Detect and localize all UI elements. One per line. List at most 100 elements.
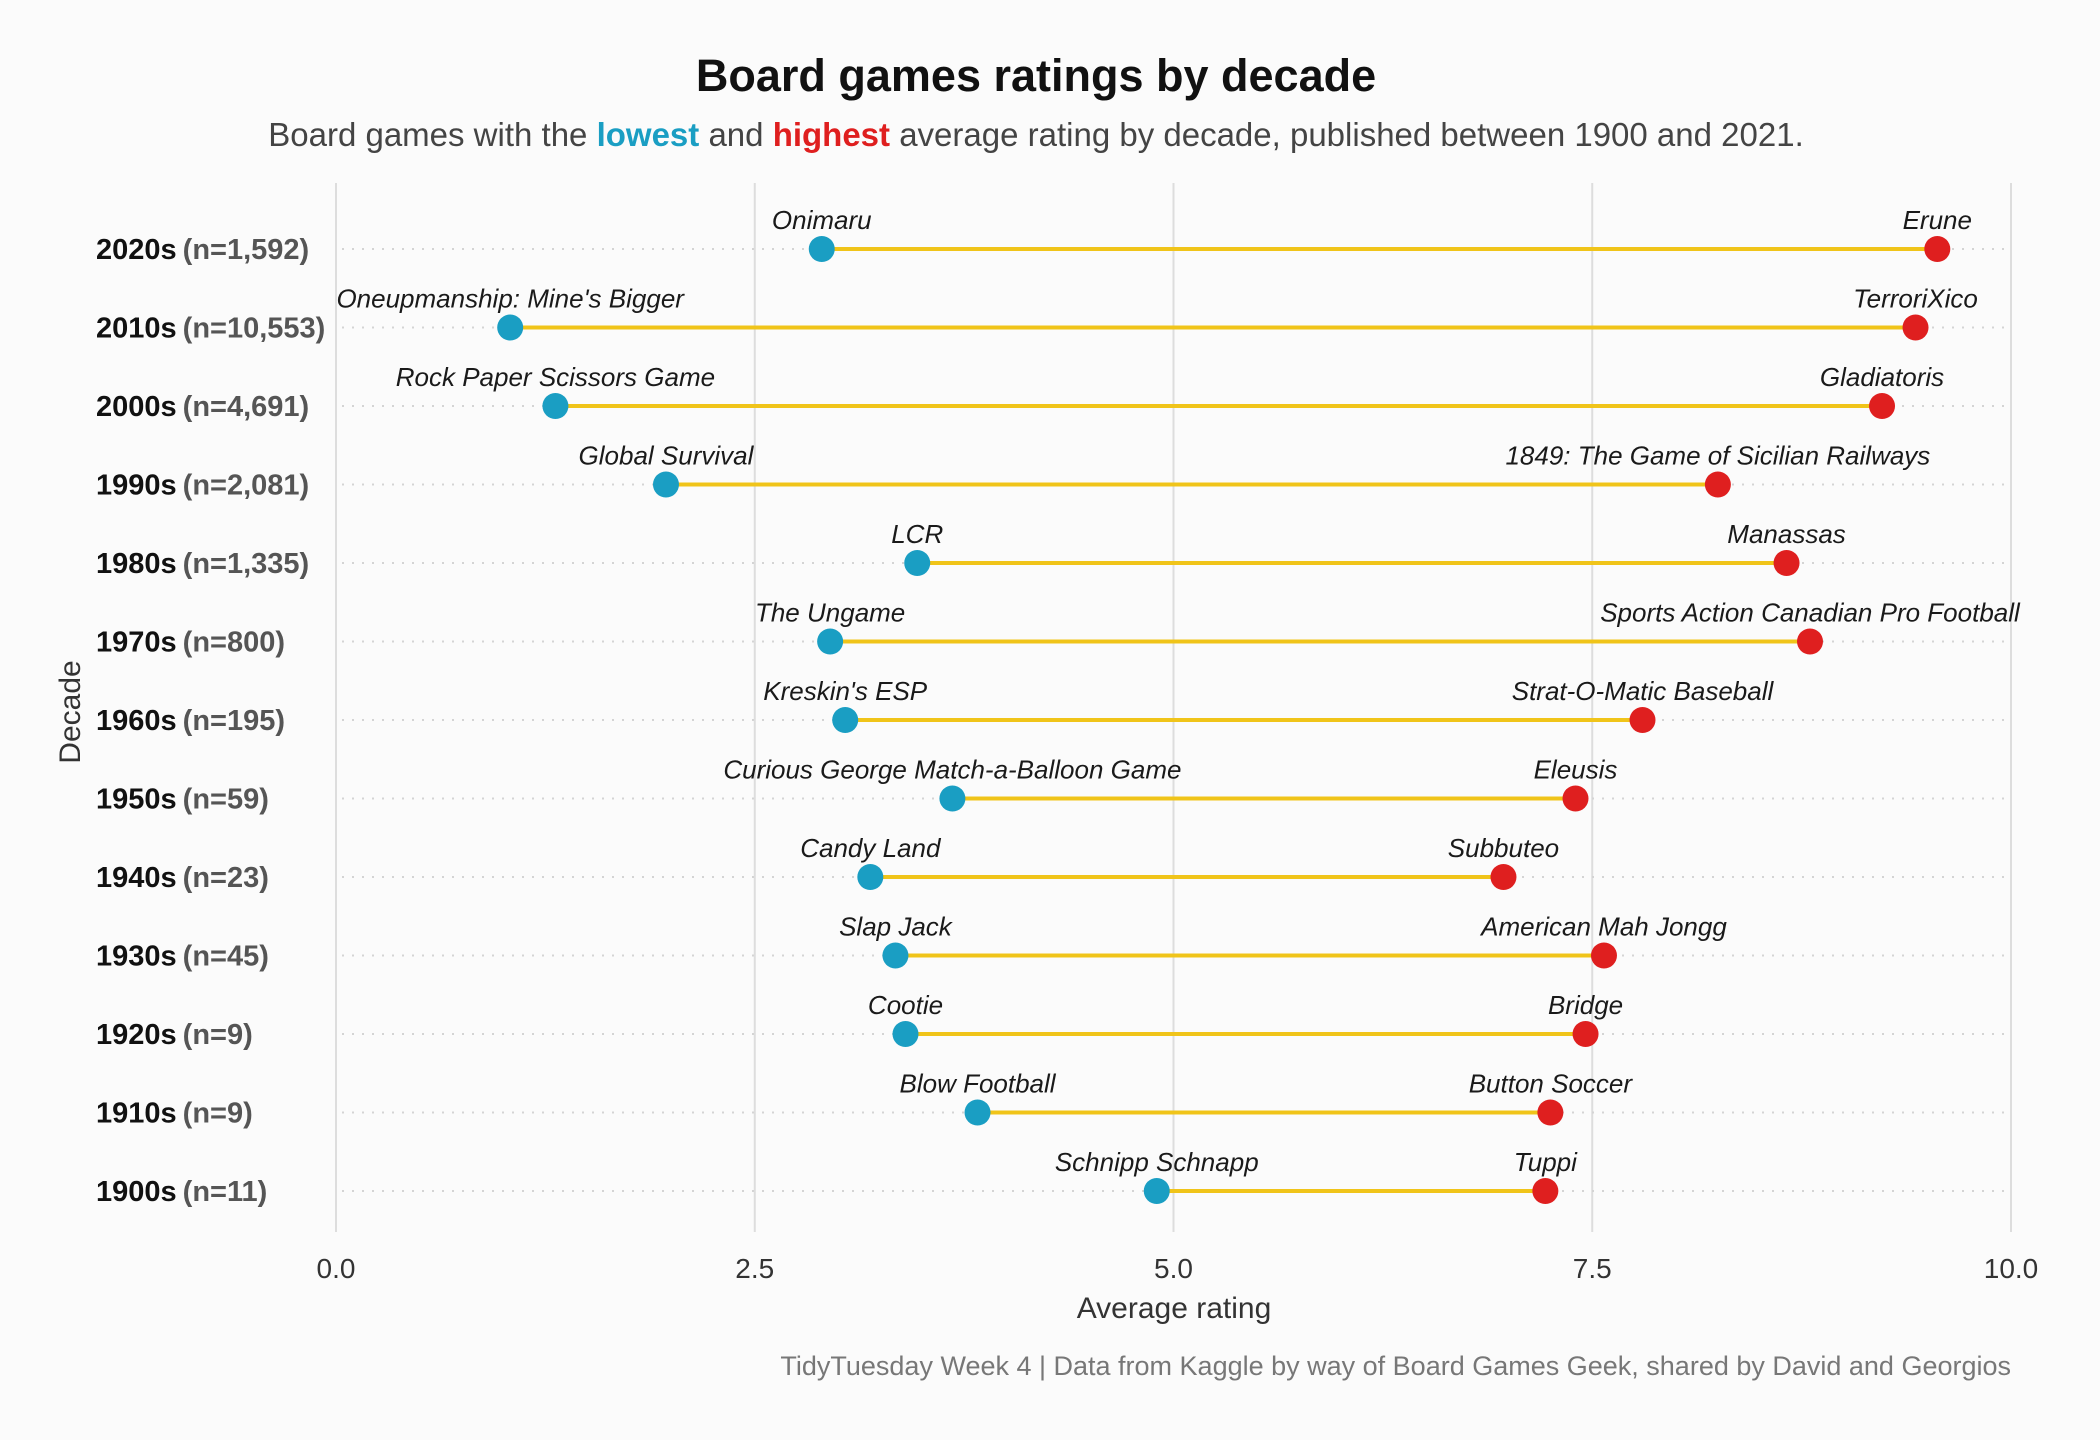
decade-label: 1930s (n=45) bbox=[96, 941, 269, 973]
decade-name: 1950s bbox=[96, 784, 177, 816]
decade-name: 1970s bbox=[96, 627, 177, 659]
lowest-rating-dot bbox=[832, 707, 859, 733]
decade-row: 1940s (n=23) Candy Land Subbuteo bbox=[96, 833, 2006, 894]
decade-rows: 2020s (n=1,592) Onimaru Erune 2010s (n=10,553… bbox=[96, 205, 2021, 1208]
decade-label: 2020s (n=1,592) bbox=[96, 234, 309, 266]
decade-row: 1990s (n=2,081) Global Survival 1849: The G… bbox=[96, 441, 2006, 502]
highest-rating-dot bbox=[1490, 864, 1517, 890]
decade-row: 2020s (n=1,592) Onimaru Erune bbox=[96, 205, 2006, 266]
subtitle-part3: average rating by decade, published betw… bbox=[899, 116, 1804, 153]
decade-count: (n=59) bbox=[183, 784, 269, 816]
lowest-rating-dot bbox=[892, 1021, 919, 1047]
decade-name: 2020s bbox=[96, 234, 177, 266]
x-axis-title: Average rating bbox=[1077, 1292, 1272, 1325]
highest-rating-dot bbox=[1902, 314, 1929, 341]
lowest-game-label: LCR bbox=[891, 519, 943, 549]
lowest-game-label: Cootie bbox=[868, 990, 943, 1020]
highest-rating-dot bbox=[1562, 785, 1589, 812]
decade-name: 1980s bbox=[96, 548, 177, 580]
lowest-rating-dot bbox=[882, 942, 909, 969]
subtitle-highest-word: highest bbox=[773, 116, 890, 153]
decade-label: 1990s (n=2,081) bbox=[96, 470, 309, 502]
lowest-game-label: Kreskin's ESP bbox=[763, 676, 928, 706]
lowest-game-label: Rock Paper Scissors Game bbox=[396, 362, 715, 392]
lowest-rating-dot bbox=[939, 785, 966, 812]
decade-label: 1980s (n=1,335) bbox=[96, 548, 309, 580]
lowest-game-label: Global Survival bbox=[579, 441, 755, 471]
x-tick-label: 0.0 bbox=[317, 1253, 356, 1284]
decade-row: 1930s (n=45) Slap Jack American Mah Jongg bbox=[96, 912, 2006, 973]
highest-game-label: Eleusis bbox=[1534, 755, 1618, 785]
chart-title: Board games ratings by decade bbox=[696, 50, 1376, 101]
highest-rating-dot bbox=[1590, 942, 1617, 969]
lowest-rating-dot bbox=[1143, 1178, 1170, 1204]
decade-count: (n=9) bbox=[183, 1019, 253, 1051]
subtitle-lowest-word: lowest bbox=[597, 116, 700, 153]
lowest-rating-dot bbox=[542, 393, 569, 419]
decade-name: 2000s bbox=[96, 391, 177, 423]
subtitle-part2: and bbox=[708, 116, 772, 153]
decade-label: 1950s (n=59) bbox=[96, 784, 269, 816]
decade-label: 1900s (n=11) bbox=[96, 1176, 267, 1208]
decade-label: 1910s (n=9) bbox=[96, 1098, 253, 1130]
highest-game-label: Tuppi bbox=[1514, 1147, 1578, 1177]
x-tick-label: 2.5 bbox=[735, 1253, 774, 1284]
decade-name: 1900s bbox=[96, 1176, 177, 1208]
highest-game-label: 1849: The Game of Sicilian Railways bbox=[1505, 441, 1930, 471]
decade-count: (n=1,592) bbox=[183, 234, 310, 266]
highest-game-label: Sports Action Canadian Pro Football bbox=[1600, 598, 2021, 628]
decade-count: (n=45) bbox=[183, 941, 269, 973]
chart-subtitle: Board games with the lowest and highest … bbox=[268, 116, 1804, 153]
decade-row: 1950s (n=59) Curious George Match-a-Balloo… bbox=[96, 755, 2006, 816]
decade-label: 2010s (n=10,553) bbox=[96, 313, 325, 345]
highest-rating-dot bbox=[1572, 1021, 1599, 1047]
highest-rating-dot bbox=[1537, 1099, 1564, 1126]
decade-row: 1910s (n=9) Blow Football Button Soccer bbox=[96, 1069, 2006, 1130]
lowest-game-label: Onimaru bbox=[772, 205, 872, 235]
highest-rating-dot bbox=[1797, 628, 1823, 655]
lowest-rating-dot bbox=[808, 236, 835, 262]
decade-label: 1970s (n=800) bbox=[96, 627, 285, 659]
decade-count: (n=800) bbox=[183, 627, 285, 659]
highest-rating-dot bbox=[1704, 471, 1731, 498]
lowest-rating-dot bbox=[497, 314, 524, 341]
lowest-rating-dot bbox=[904, 550, 931, 576]
highest-game-label: TerroriXico bbox=[1853, 284, 1978, 314]
lowest-game-label: Schnipp Schnapp bbox=[1055, 1147, 1259, 1177]
lowest-rating-dot bbox=[817, 628, 844, 655]
lowest-game-label: Oneupmanship: Mine's Bigger bbox=[336, 284, 685, 314]
decade-count: (n=2,081) bbox=[183, 470, 310, 502]
chart-caption: TidyTuesday Week 4 | Data from Kaggle by… bbox=[780, 1351, 2011, 1381]
decade-row: 1900s (n=11) Schnipp Schnapp Tuppi bbox=[96, 1147, 2006, 1208]
decade-name: 1910s bbox=[96, 1098, 177, 1130]
highest-game-label: American Mah Jongg bbox=[1479, 912, 1727, 942]
decade-count: (n=9) bbox=[183, 1098, 253, 1130]
subtitle-part1: Board games with the bbox=[268, 116, 596, 153]
x-tick-label: 5.0 bbox=[1154, 1253, 1193, 1284]
lowest-game-label: Candy Land bbox=[800, 833, 942, 863]
lowest-rating-dot bbox=[652, 471, 679, 498]
lowest-game-label: Blow Football bbox=[899, 1069, 1056, 1099]
highest-rating-dot bbox=[1869, 393, 1896, 419]
lowest-rating-dot bbox=[964, 1099, 991, 1126]
decade-label: 1960s (n=195) bbox=[96, 705, 285, 737]
y-axis-title: Decade bbox=[54, 660, 87, 763]
highest-rating-dot bbox=[1629, 707, 1656, 733]
highest-rating-dot bbox=[1924, 236, 1951, 262]
decade-row: 1980s (n=1,335) LCR Manassas bbox=[96, 519, 2006, 580]
decade-count: (n=11) bbox=[183, 1176, 268, 1208]
decade-label: 2000s (n=4,691) bbox=[96, 391, 309, 423]
decade-row: 1970s (n=800) The Ungame Sports Action Cana… bbox=[96, 598, 2021, 659]
decade-count: (n=10,553) bbox=[183, 313, 326, 345]
decade-row: 1960s (n=195) Kreskin's ESP Strat-O-Matic B… bbox=[96, 676, 2006, 737]
x-axis: 0.0 2.5 5.0 7.5 10.0 bbox=[317, 1253, 2039, 1284]
decade-count: (n=4,691) bbox=[183, 391, 310, 423]
highest-rating-dot bbox=[1773, 550, 1800, 576]
decade-row: 1920s (n=9) Cootie Bridge bbox=[96, 990, 2006, 1051]
decade-label: 1940s (n=23) bbox=[96, 862, 269, 894]
highest-game-label: Bridge bbox=[1548, 990, 1623, 1020]
decade-row: 2010s (n=10,553) Oneupmanship: Mine's Bigg… bbox=[96, 284, 2006, 345]
lowest-game-label: The Ungame bbox=[755, 598, 905, 628]
